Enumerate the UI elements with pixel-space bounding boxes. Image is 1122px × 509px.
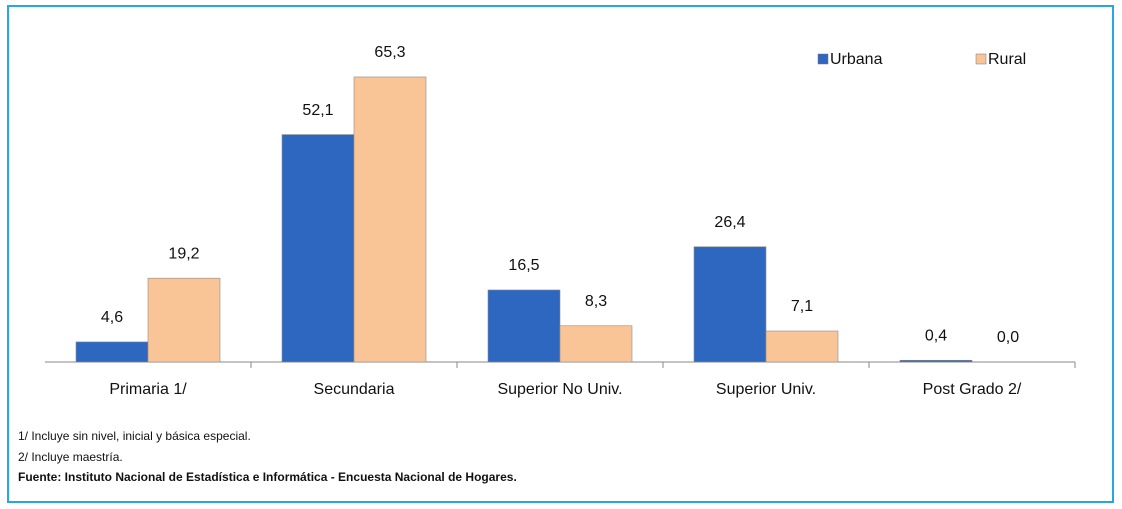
x-tick-label: Secundaria <box>314 381 395 398</box>
data-label: 16,5 <box>508 257 539 274</box>
bar <box>559 325 633 363</box>
legend-swatch <box>817 53 829 65</box>
bar <box>281 134 355 363</box>
footnote: 1/ Incluye sin nivel, inicial y básica e… <box>18 429 251 443</box>
data-label: 26,4 <box>714 214 745 231</box>
data-label: 8,3 <box>585 293 607 310</box>
source: Fuente: Instituto Nacional de Estadístic… <box>18 470 517 484</box>
data-label: 0,4 <box>925 327 947 344</box>
legend-label: Rural <box>988 51 1026 68</box>
bar <box>693 246 767 363</box>
bar <box>487 289 561 363</box>
data-label: 0,0 <box>997 329 1019 346</box>
bar <box>353 76 427 363</box>
bar <box>147 277 221 363</box>
chart-frame <box>7 5 1114 503</box>
x-tick-label: Superior Univ. <box>716 381 816 398</box>
data-label: 65,3 <box>374 44 405 61</box>
legend-swatch <box>975 53 987 65</box>
data-label: 52,1 <box>302 102 333 119</box>
data-label: 7,1 <box>791 298 813 315</box>
footnote: 2/ Incluye maestría. <box>18 450 123 464</box>
legend-label: Urbana <box>830 51 883 68</box>
bar <box>765 330 839 363</box>
bar <box>75 341 149 363</box>
x-tick-label: Post Grado 2/ <box>923 381 1022 398</box>
x-tick-label: Superior No Univ. <box>497 381 622 398</box>
bar <box>899 359 973 363</box>
data-label: 19,2 <box>168 245 199 262</box>
data-label: 4,6 <box>101 309 123 326</box>
x-tick-label: Primaria 1/ <box>109 381 187 398</box>
